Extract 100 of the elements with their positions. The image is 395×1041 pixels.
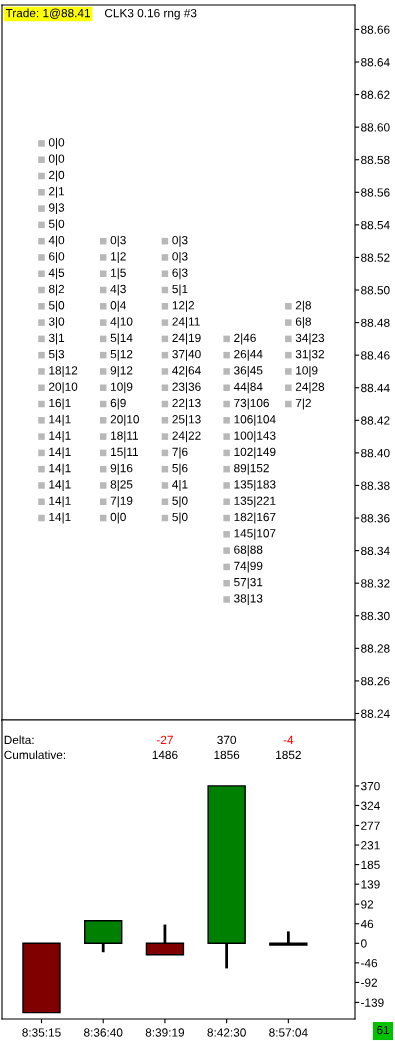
data-label: 7|6 [172,447,188,459]
data-label: 20|10 [110,414,140,426]
y-tick-label: 46 [360,919,374,929]
x-tick-label: 8:35:15 [22,1028,61,1037]
data-label: 10|9 [111,382,133,394]
data-label: 6|9 [110,398,126,410]
data-label: 15|11 [111,447,139,459]
data-label: 5|0 [48,219,65,231]
data-label: 5|6 [172,463,188,475]
data-label: 24|11 [172,317,200,329]
data-label: 106|104 [234,414,276,426]
text: -27 [156,735,173,744]
y-tick-label: -139 [361,998,384,1007]
data-label: 24|22 [172,431,201,443]
y-tick-label: -92 [361,978,378,987]
data-label: 20|10 [49,382,78,394]
data-label: 36|45 [234,365,263,377]
chart-subtitle: CLK3 0.16 rng #3 [104,8,197,20]
data-label: 0|0 [110,512,126,524]
data-label: 14|1 [49,496,71,508]
data-label: 4|0 [48,235,65,247]
y-tick-label: 88.44 [361,383,390,393]
data-label: 14|1 [49,447,71,459]
data-label: 0|0 [48,137,65,149]
data-label: 9|12 [110,365,133,377]
data-label: 38|13 [234,593,263,605]
annotation: Cumulative: [4,750,66,760]
y-tick-label: 231 [361,841,380,850]
y-tick-label: 92 [361,900,374,909]
data-label: 14|1 [49,431,71,443]
data-label: 18|11 [111,431,139,443]
data-label: 4|1 [172,479,188,491]
y-tick-label: 370 [361,781,380,791]
data-label: 5|0 [172,496,188,508]
data-label: 100|143 [234,431,276,443]
data-label: 12|2 [172,300,195,312]
data-label: 2|46 [234,333,256,345]
data-label: 2|8 [295,300,311,312]
data-label: 14|1 [49,512,71,524]
data-label: 5|0 [172,512,188,524]
y-tick-label: 88.24 [361,709,390,718]
data-label: 89|152 [234,463,269,475]
data-label: 0|3 [110,235,126,247]
data-label: 24|28 [295,382,325,394]
y-tick-label: 88.36 [361,514,390,523]
data-label: 73|106 [234,398,269,410]
y-tick-label: 88.62 [361,90,390,99]
data-label: 0|4 [110,300,127,312]
text: -4 [283,735,294,744]
data-label: 74|99 [234,561,263,573]
data-label: 4|10 [110,317,133,329]
data-label: 18|12 [49,365,78,377]
y-tick-label: 88.26 [361,676,390,686]
y-tick-label: 88.54 [361,220,390,230]
y-tick-label: 88.58 [361,155,390,165]
annotation: 1852 [276,750,301,760]
annotation: 1856 [214,750,240,760]
data-label: 5|3 [48,349,65,361]
data-label: 23|36 [172,382,201,394]
data-label: 102|149 [234,447,276,459]
data-label: 182|167 [234,512,276,524]
y-tick-label: -46 [361,958,378,968]
data-label: 24|19 [172,333,201,345]
y-tick-label: 88.32 [361,579,390,588]
y-tick-label: 88.42 [361,416,390,425]
y-tick-label: 88.48 [361,318,390,327]
annotation: 1486 [152,750,178,760]
y-tick-label: 88.30 [361,611,390,621]
y-tick-label: 324 [361,801,380,810]
chart-title: Trade: 1@88.41 [5,8,90,19]
y-tick-label: 88.28 [361,644,390,653]
data-label: 26|44 [234,349,263,361]
data-label: 8|25 [110,479,133,491]
x-tick-label: 8:36:40 [84,1028,123,1037]
y-tick-label: 88.50 [361,286,390,295]
data-label: 9|16 [110,463,133,475]
y-tick-label: 88.40 [361,448,390,458]
data-label: 6|0 [49,251,65,263]
data-label: 68|88 [234,545,263,557]
data-label: 4|3 [110,284,126,296]
y-tick-label: 88.64 [361,58,390,67]
data-label: 2|0 [49,170,65,182]
data-label: 25|13 [172,414,201,426]
data-label: 22|13 [172,398,201,410]
data-label: 42|64 [172,365,201,377]
data-label: 135|221 [234,496,276,508]
data-label: 14|1 [49,479,71,491]
data-label: 8|2 [48,284,65,296]
y-tick-label: 88.46 [361,351,390,360]
x-tick-label: 8:39:19 [145,1028,185,1037]
y-tick-label: 88.56 [361,188,390,197]
data-label: 5|14 [110,333,133,345]
data-label: 37|40 [172,349,201,361]
y-tick-label: 88.38 [361,481,390,490]
data-label: 14|1 [49,414,71,426]
data-label: 3|0 [48,317,65,329]
data-label: 145|107 [234,528,276,540]
data-label: 31|32 [295,349,325,361]
data-label: 2|1 [49,186,65,198]
y-tick-label: 88.66 [361,25,390,34]
